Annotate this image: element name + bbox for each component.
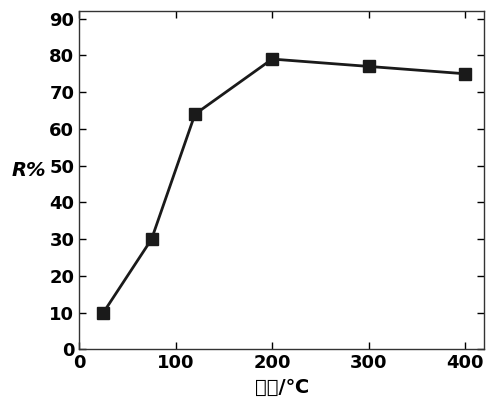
X-axis label: 温度/℃: 温度/℃ [254, 378, 309, 397]
Y-axis label: R%: R% [11, 162, 46, 180]
